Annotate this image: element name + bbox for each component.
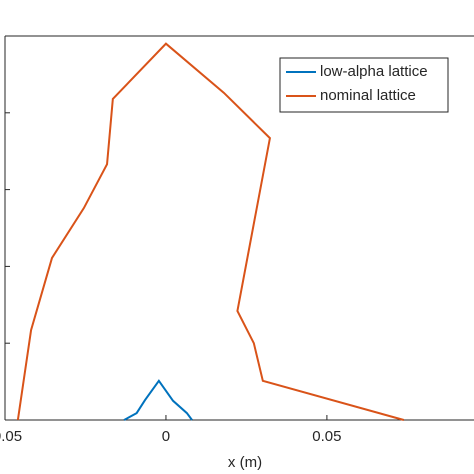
series-line <box>123 379 193 421</box>
x-tick-label: 0.05 <box>312 428 341 445</box>
legend-label: low-alpha lattice <box>320 63 428 80</box>
series-line <box>16 42 405 421</box>
legend-box <box>279 57 449 113</box>
x-tick-label: -0.05 <box>0 428 22 445</box>
x-axis-label: x (m) <box>228 454 262 471</box>
x-tick-label: 0 <box>162 428 170 445</box>
legend-label: nominal lattice <box>320 87 416 104</box>
